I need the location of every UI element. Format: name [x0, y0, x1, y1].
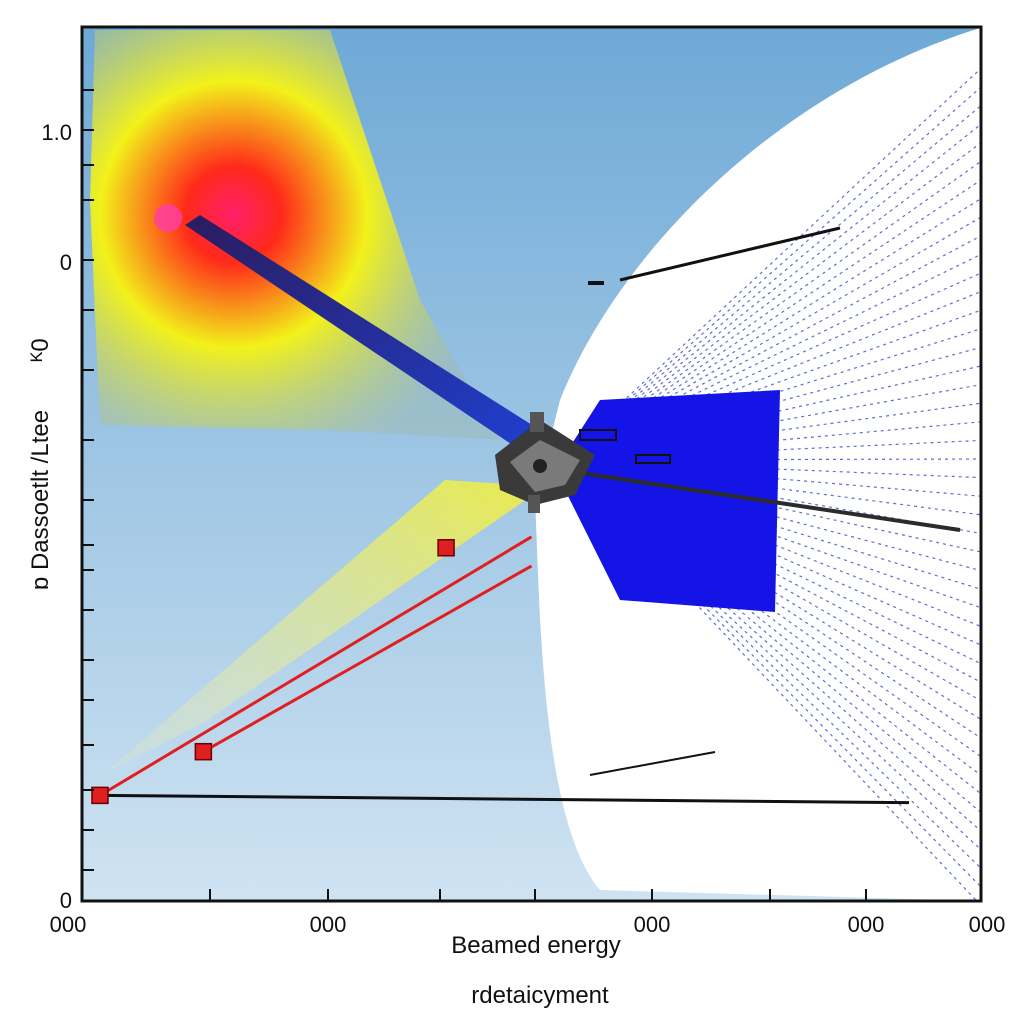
y-tick-label: 1.0	[41, 120, 72, 145]
x-tick-label: 000	[50, 912, 87, 937]
x-tick-label: 000	[969, 912, 1006, 937]
fan-line	[559, 309, 981, 461]
x-tick-label: 000	[634, 912, 671, 937]
heat-plume	[90, 30, 500, 440]
data-point-marker	[437, 539, 455, 557]
x-axis-ticks: 000 000 000 000 000	[50, 889, 1006, 937]
fan-line	[559, 459, 981, 609]
fan-line	[559, 86, 981, 461]
blue-beam-fan	[555, 390, 780, 612]
trace-line	[202, 564, 533, 753]
fan-line	[559, 459, 981, 777]
y-axis-subtitle: ᴷ0	[27, 338, 54, 362]
series-layer	[91, 535, 910, 805]
fan-line	[559, 216, 981, 461]
fan-line	[559, 459, 981, 832]
plot-frame	[80, 25, 983, 903]
y-tick-label: 0	[60, 250, 72, 275]
x-axis-title: Beamed energy	[451, 932, 620, 959]
x-tick-label: 000	[848, 912, 885, 937]
trace-line	[99, 793, 910, 805]
y-axis-title: ɒ Dassoetlt /Ltee	[27, 410, 54, 590]
y-tick-label: 0	[60, 888, 72, 913]
x-axis-subtitle: rdetaicyment	[471, 982, 609, 1009]
trace-lines	[559, 226, 961, 776]
fan-line	[559, 142, 981, 461]
data-point-marker	[194, 742, 213, 761]
beam-source-glow	[154, 204, 182, 232]
trace-line	[99, 535, 533, 797]
dark-beam	[185, 215, 540, 450]
spacecraft-icon	[495, 412, 595, 513]
yellow-cone	[102, 480, 540, 775]
x-tick-label: 000	[310, 912, 347, 937]
data-point-marker	[91, 786, 109, 805]
y-axis-ticks: 1.0 0 0	[41, 89, 94, 913]
fan-line	[559, 459, 981, 553]
